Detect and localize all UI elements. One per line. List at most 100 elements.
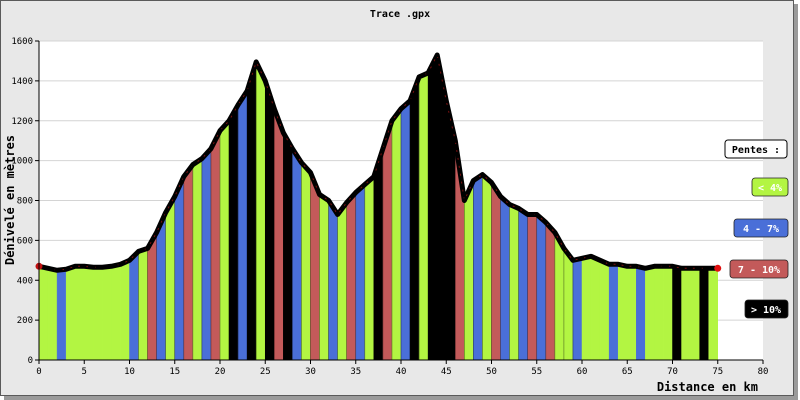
profile-point-43 [425, 70, 431, 76]
chart-title: Trace .gpx [370, 9, 430, 20]
slope-segment-36 [364, 176, 375, 361]
legend-label-3: > 10% [751, 305, 781, 316]
profile-point-36 [362, 182, 367, 187]
slope-segment-12 [147, 231, 157, 361]
slope-segment-33 [337, 201, 347, 361]
slope-segment-53 [518, 208, 528, 361]
x-tick-label-15: 75 [712, 367, 723, 377]
profile-point-23 [244, 88, 250, 94]
slope-segment-35 [355, 183, 366, 361]
profile-point-29 [299, 160, 304, 165]
profile-point-47 [462, 198, 467, 203]
profile-point-49 [480, 172, 485, 177]
profile-point-65 [625, 264, 630, 269]
profile-point-15 [172, 194, 177, 199]
profile-point-32 [326, 198, 331, 203]
profile-point-17 [190, 162, 196, 167]
profile-line-highlight [38, 53, 718, 271]
y-axis-ticks: 0 200 400 600 800 1000 1200 1400 1600 [11, 37, 39, 366]
profile-point-5 [82, 264, 87, 269]
profile-point-38 [380, 146, 386, 151]
slope-segment-11 [138, 248, 148, 361]
profile-point-3 [63, 267, 69, 272]
legend-swatch-0 [751, 177, 789, 197]
slope-segment-54 [527, 214, 537, 361]
y-tick-label-8: 1600 [11, 37, 33, 47]
y-tick-label-3: 600 [17, 236, 33, 246]
profile-point-21 [226, 118, 232, 123]
x-tick-label-10: 50 [486, 367, 497, 377]
profile-point-37 [371, 174, 377, 179]
legend-title-box [724, 139, 788, 159]
profile-point-11 [136, 249, 141, 254]
slope-segment-34 [346, 191, 356, 361]
profile-point-27 [281, 130, 286, 135]
slope-segment-3 [65, 265, 76, 361]
x-tick-label-7: 35 [350, 367, 361, 377]
slope-segment-66 [636, 265, 646, 361]
profile-point-26 [272, 106, 277, 111]
profile-point-16 [181, 174, 186, 179]
profile-point-12 [145, 246, 150, 251]
profile-point-74 [706, 266, 711, 271]
profile-point-72 [688, 266, 693, 271]
x-tick-label-2: 10 [124, 367, 135, 377]
legend-label-1: 4 - 7% [743, 224, 779, 235]
slope-segment-38 [382, 120, 393, 361]
slope-segment-15 [174, 176, 185, 361]
x-tick-label-14: 70 [667, 367, 678, 377]
profile-point-64 [616, 262, 621, 267]
profile-point-39 [389, 118, 395, 123]
slope-segment-61 [590, 255, 601, 361]
legend-label-0: < 4% [758, 183, 782, 194]
profile-point-9 [118, 262, 123, 267]
profile-point-13 [154, 230, 159, 235]
y-axis-label: Dénivelé en mètres [3, 135, 17, 265]
slope-segment-18 [201, 148, 212, 361]
profile-point-50 [489, 180, 494, 185]
profile-point-4 [73, 264, 78, 269]
slope-segment-55 [536, 213, 547, 361]
slope-segment-62 [599, 259, 610, 361]
slope-legend: Pentes : < 4% 4 - 7% 7 - 10% > 10% [724, 139, 789, 319]
profile-point-54 [525, 212, 530, 217]
slope-segment-24 [255, 61, 266, 361]
x-tick-label-4: 20 [215, 367, 226, 377]
slope-segment-42 [418, 72, 429, 361]
slope-segment-39 [391, 108, 402, 361]
slope-segment-31 [319, 194, 329, 361]
profile-point-1 [45, 266, 51, 271]
legend-swatch-1 [733, 218, 789, 238]
slope-segment-51 [500, 195, 510, 361]
slope-segment-9 [120, 259, 130, 361]
x-tick-label-1: 5 [82, 367, 87, 377]
x-tick-label-8: 40 [396, 367, 407, 377]
profile-point-45 [444, 98, 449, 104]
x-tick-label-11: 55 [531, 367, 542, 377]
x-tick-label-9: 45 [441, 367, 452, 377]
profile-point-18 [199, 156, 205, 161]
slope-segment-63 [608, 264, 619, 361]
slope-segment-10 [129, 250, 139, 361]
slope-segment-16 [183, 163, 194, 361]
profile-point-2 [54, 268, 60, 273]
slope-segment-19 [210, 130, 221, 361]
profile-point-73 [697, 266, 702, 271]
slope-segment-58 [563, 247, 574, 361]
slope-segment-60 [581, 256, 592, 361]
slope-segment-27 [283, 131, 293, 361]
y-tick-label-6: 1200 [11, 117, 33, 127]
profile-point-40 [398, 106, 404, 111]
slope-segment-50 [491, 181, 501, 361]
slope-segment-41 [409, 76, 420, 361]
profile-point-41 [407, 98, 413, 104]
slope-segment-30 [310, 172, 320, 361]
slope-segment-26 [274, 108, 284, 361]
profile-point-58 [561, 246, 567, 251]
profile-point-33 [335, 212, 340, 217]
slope-segment-70 [672, 265, 682, 361]
y-tick-label-5: 1000 [11, 157, 33, 167]
profile-point-70 [670, 264, 675, 269]
slope-segment-72 [690, 268, 700, 361]
